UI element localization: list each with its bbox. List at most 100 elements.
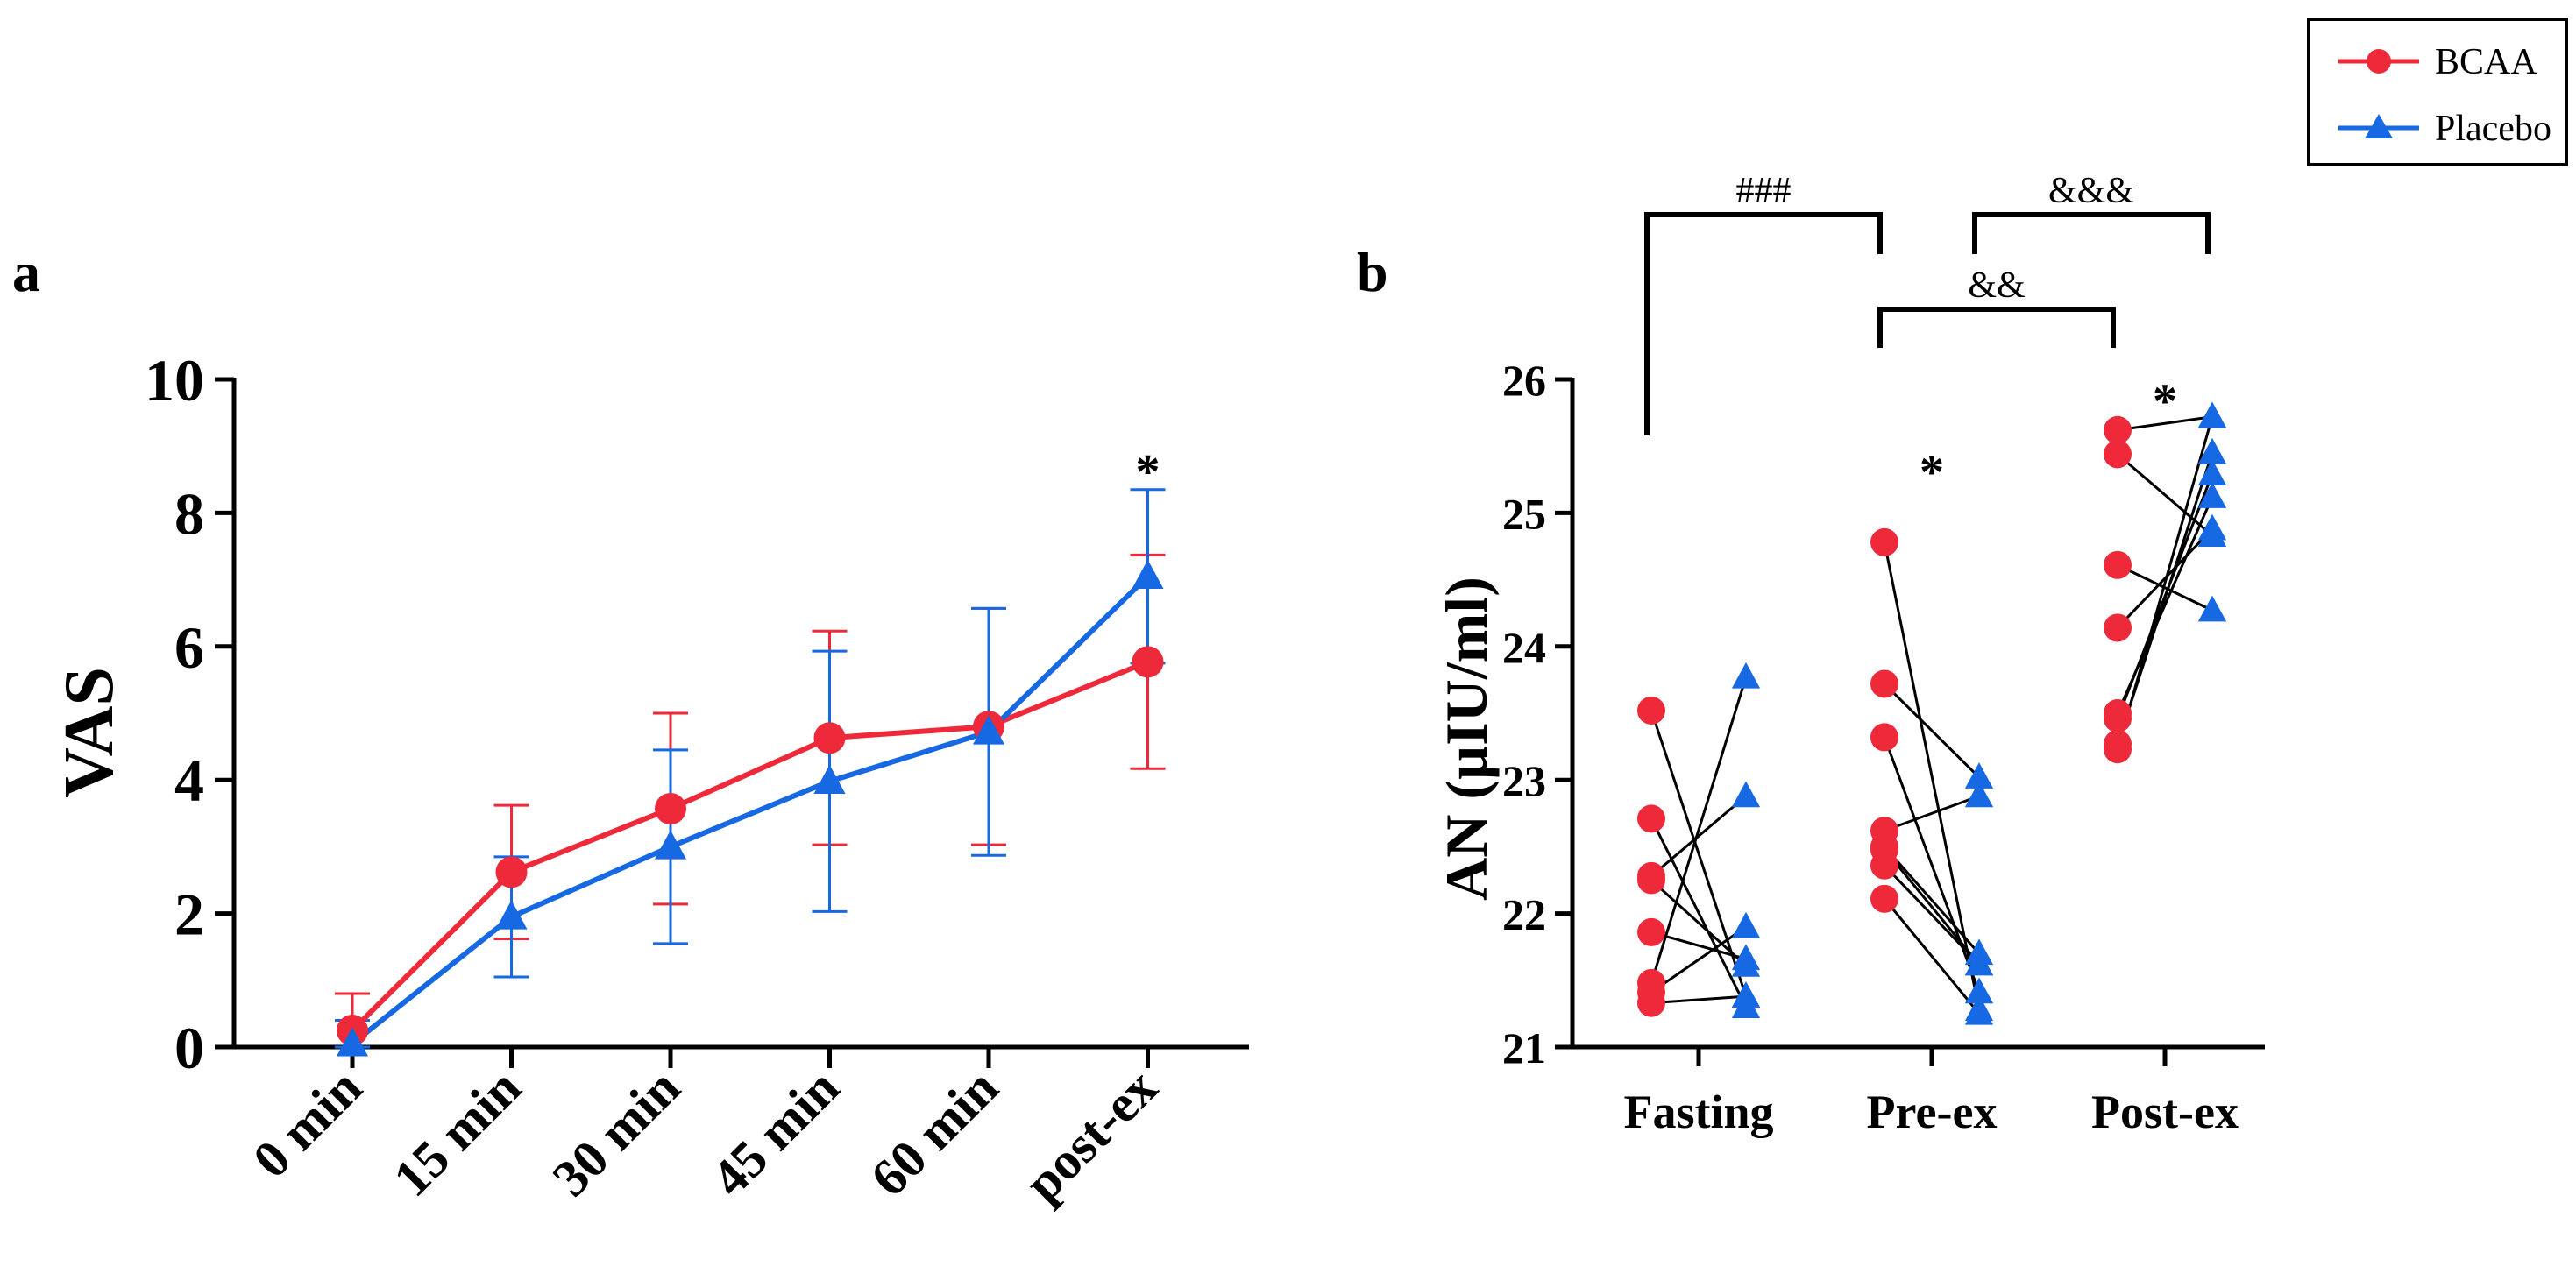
legend-label-bcaa: BCAA — [2435, 42, 2537, 82]
panel-a-xtick-label: 45 min — [700, 1058, 849, 1207]
bracket-label-pre-post-high: &&& — [2048, 171, 2134, 211]
panel-a-ytick-label: 10 — [145, 347, 204, 414]
bracket-label-pre-post-low: && — [1968, 265, 2025, 306]
panel-b-ytick-label: 23 — [1502, 756, 1546, 805]
panel-label-b: b — [1357, 241, 1388, 303]
point-placebo — [2197, 595, 2227, 622]
point-placebo — [2197, 513, 2227, 541]
legend: BCAA Placebo — [2307, 18, 2568, 166]
pair-line — [1650, 879, 1748, 967]
pair-line — [2117, 415, 2213, 432]
point-placebo — [495, 900, 528, 930]
point-bcaa — [655, 792, 686, 824]
point-bcaa — [813, 722, 846, 754]
panel-a-xtick-label: 0 min — [242, 1058, 373, 1189]
panel-b-xtick-label: Post-ex — [2091, 1086, 2239, 1138]
significance-bracket — [1644, 212, 1883, 435]
point-placebo — [2197, 401, 2227, 428]
point-bcaa — [1637, 917, 1665, 946]
point-placebo — [972, 715, 1005, 745]
panel-a-ylabel: VAS — [51, 667, 128, 798]
pair-line — [1650, 710, 1748, 997]
pair-line — [1883, 846, 1981, 955]
legend-marker-placebo — [2365, 114, 2393, 138]
panel-b-paired-scatter: AN (µIU/ml) * * ### && &&& 21 22 23 24 25 26 F… — [1433, 171, 2265, 1138]
point-bcaa — [1870, 851, 1898, 880]
panel-b-xtick-label: Pre-ex — [1867, 1086, 1998, 1138]
point-bcaa — [2104, 550, 2132, 579]
panel-b-star-pre-ex: * — [1920, 445, 1944, 499]
point-placebo — [2197, 437, 2227, 464]
point-placebo — [1964, 762, 1994, 789]
pair-line — [1883, 897, 1981, 1015]
point-placebo — [1964, 998, 1994, 1025]
pair-line — [1650, 994, 1747, 1005]
point-bcaa — [1870, 884, 1898, 913]
point-bcaa — [1637, 804, 1665, 833]
point-bcaa — [2104, 704, 2132, 733]
point-placebo — [1731, 911, 1761, 938]
bracket-label-fasting-pre: ### — [1736, 171, 1792, 211]
point-bcaa — [1132, 646, 1164, 678]
significance-bracket — [1972, 212, 2211, 254]
series-line-bcaa — [350, 659, 1149, 1033]
panel-b-ylabel: AN (µIU/ml) — [1433, 577, 1500, 901]
point-placebo — [336, 1027, 369, 1057]
point-placebo — [1731, 981, 1761, 1008]
pair-line — [2116, 416, 2214, 750]
point-placebo — [813, 764, 846, 794]
point-placebo — [1964, 781, 1994, 808]
point-placebo — [1964, 977, 1994, 1004]
pair-line — [1650, 931, 1747, 960]
panel-a-ytick-label: 8 — [174, 480, 204, 547]
panel-a-ytick-label: 6 — [174, 614, 204, 681]
pair-line — [1884, 795, 1980, 832]
pair-line — [1883, 848, 1981, 966]
panel-b-ytick-label: 25 — [1502, 489, 1546, 538]
panel-a-ytick-label: 4 — [174, 747, 204, 814]
panel-b-xtick-label: Fasting — [1623, 1086, 1773, 1138]
panel-b-ytick-label: 24 — [1502, 623, 1546, 672]
point-bcaa — [2104, 735, 2132, 764]
point-bcaa — [495, 856, 528, 888]
point-placebo — [1731, 781, 1761, 808]
point-placebo — [1132, 559, 1164, 590]
point-bcaa — [1870, 723, 1898, 752]
panel-label-a: a — [12, 241, 40, 303]
point-bcaa — [1637, 866, 1665, 895]
pair-line — [1883, 736, 1981, 994]
point-bcaa — [1870, 527, 1898, 556]
panel-b-ytick-label: 22 — [1502, 890, 1546, 939]
point-placebo — [1731, 944, 1761, 971]
panel-b-star-post-ex: * — [2153, 375, 2177, 429]
panel-a-xtick-label: 60 min — [860, 1058, 1009, 1207]
point-placebo — [2197, 482, 2227, 508]
pair-line — [1883, 683, 1981, 779]
point-bcaa — [2104, 415, 2132, 444]
point-placebo — [2197, 459, 2227, 485]
point-bcaa — [1637, 696, 1665, 725]
pair-line — [1650, 795, 1747, 878]
panel-a-xtick-label: 15 min — [382, 1058, 531, 1207]
point-bcaa — [2104, 440, 2132, 469]
panel-b-ytick-label: 26 — [1502, 356, 1546, 405]
pair-line — [1883, 541, 1981, 1010]
panel-a-xtick-label: 30 min — [542, 1058, 691, 1207]
point-bcaa — [2104, 613, 2132, 642]
pair-line — [1650, 817, 1748, 1008]
legend-box — [2307, 18, 2568, 166]
legend-label-placebo: Placebo — [2435, 109, 2551, 149]
series-line-placebo — [351, 574, 1150, 1046]
pair-line — [1650, 676, 1748, 984]
pair-line — [1650, 925, 1747, 994]
panel-a-xtick-label: post-ex — [1013, 1058, 1167, 1213]
panel-b-ytick-label: 21 — [1502, 1023, 1546, 1072]
panel-a-ytick-label: 2 — [174, 881, 204, 948]
legend-marker-bcaa — [2367, 49, 2391, 74]
point-placebo — [654, 830, 687, 860]
point-placebo — [1731, 662, 1761, 689]
pair-line — [1883, 864, 1981, 966]
panel-a-ytick-label: 0 — [174, 1015, 204, 1081]
